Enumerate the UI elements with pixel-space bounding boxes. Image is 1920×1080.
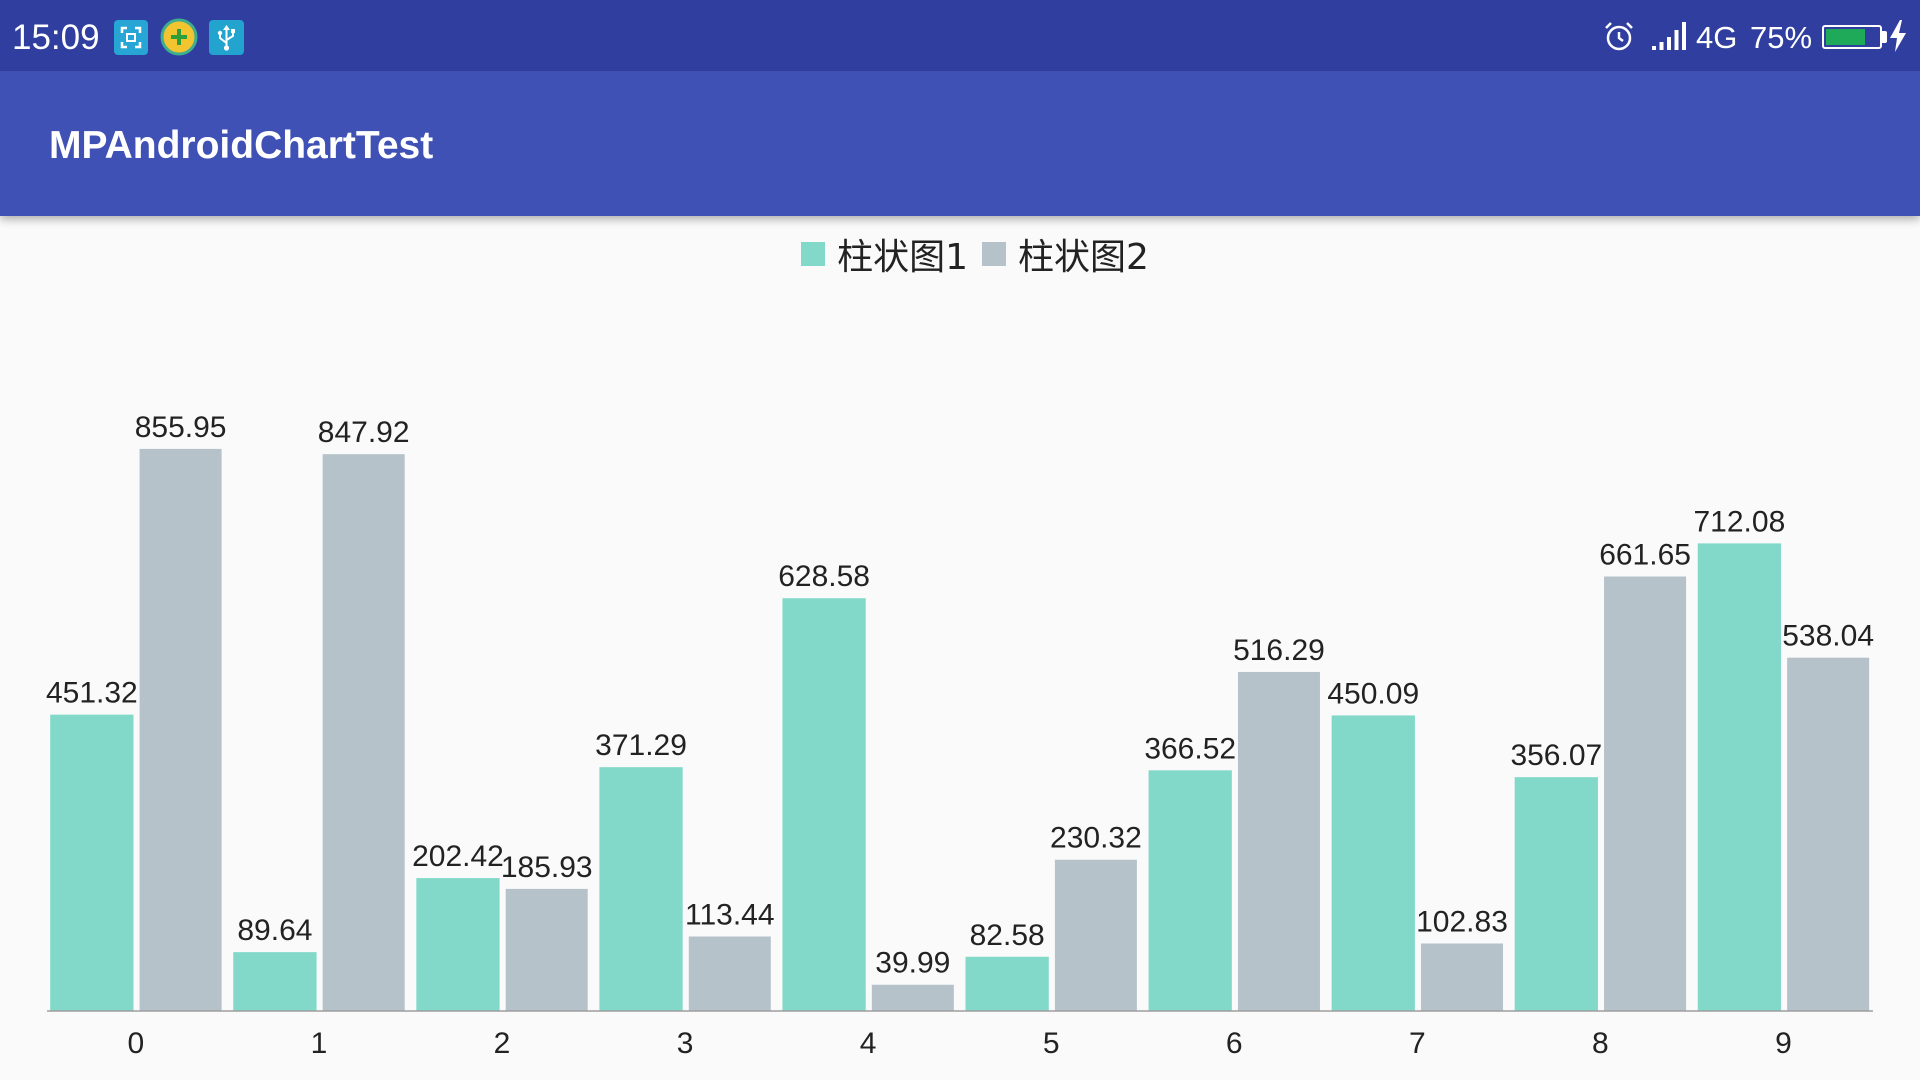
app-title: MPAndroidChartTest — [49, 124, 434, 167]
value-label-series-1-3: 371.29 — [595, 729, 687, 762]
bar-series-2-8[interactable] — [1604, 576, 1687, 1011]
x-tick-label-8: 8 — [1592, 1027, 1609, 1060]
bar-series-2-2[interactable] — [505, 888, 588, 1011]
value-label-series-1-5: 82.58 — [970, 919, 1045, 952]
bar-series-1-6[interactable] — [1148, 770, 1232, 1011]
screenshot-icon — [114, 20, 148, 60]
value-label-series-2-4: 39.99 — [875, 947, 950, 980]
x-tick-label-5: 5 — [1043, 1027, 1060, 1060]
status-time: 15:09 — [12, 18, 100, 57]
battery-fill — [1826, 29, 1865, 45]
value-label-series-2-6: 516.29 — [1233, 634, 1325, 667]
bar-series-2-6[interactable] — [1237, 671, 1320, 1011]
value-label-series-2-8: 661.65 — [1599, 538, 1691, 571]
value-label-series-1-9: 712.08 — [1694, 505, 1786, 538]
value-label-series-2-0: 855.95 — [135, 411, 227, 444]
x-tick-label-6: 6 — [1226, 1027, 1243, 1060]
value-label-series-2-7: 102.83 — [1416, 905, 1508, 938]
bar-series-2-3[interactable] — [688, 936, 771, 1011]
value-label-series-1-4: 628.58 — [778, 560, 870, 593]
bar-series-2-5[interactable] — [1054, 859, 1137, 1011]
add-circle-icon — [160, 18, 198, 61]
x-tick-label-2: 2 — [494, 1027, 511, 1060]
bar-chart[interactable]: 451.32855.95089.64847.921202.42185.93237… — [0, 216, 1920, 1080]
app-bar: MPAndroidChartTest — [0, 71, 1920, 216]
x-tick-label-4: 4 — [860, 1027, 877, 1060]
bar-series-2-0[interactable] — [139, 448, 222, 1011]
bar-series-2-4[interactable] — [871, 984, 954, 1011]
value-label-series-1-2: 202.42 — [412, 840, 504, 873]
legend-label-series-2: 柱状图2 — [1018, 237, 1149, 278]
bar-series-1-7[interactable] — [1331, 715, 1415, 1011]
legend-swatch-series-1 — [801, 242, 826, 266]
bar-series-2-9[interactable] — [1787, 657, 1870, 1011]
bar-series-1-4[interactable] — [782, 598, 866, 1011]
value-label-series-1-8: 356.07 — [1510, 739, 1602, 772]
value-label-series-1-0: 451.32 — [46, 677, 138, 710]
chart-legend: 柱状图1 柱状图2 — [0, 232, 1920, 278]
value-label-series-2-5: 230.32 — [1050, 822, 1142, 855]
value-label-series-2-9: 538.04 — [1782, 620, 1874, 653]
bar-series-2-1[interactable] — [322, 454, 405, 1012]
status-bar: 15:09 — [0, 0, 1920, 71]
legend-label-series-1: 柱状图1 — [837, 237, 968, 278]
bar-series-1-2[interactable] — [416, 878, 500, 1011]
x-tick-label-7: 7 — [1409, 1027, 1426, 1060]
bar-series-1-5[interactable] — [965, 956, 1049, 1011]
x-tick-label-9: 9 — [1775, 1027, 1792, 1060]
legend-item-series-1: 柱状图1 — [801, 228, 968, 280]
value-label-series-1-6: 366.52 — [1144, 732, 1236, 765]
value-label-series-1-1: 89.64 — [237, 914, 312, 947]
x-tick-label-1: 1 — [311, 1027, 328, 1060]
bar-series-1-3[interactable] — [599, 767, 683, 1011]
value-label-series-2-1: 847.92 — [318, 416, 410, 449]
network-type: 4G — [1696, 20, 1738, 55]
legend-swatch-series-2 — [982, 242, 1006, 266]
legend-item-series-2: 柱状图2 — [982, 228, 1149, 280]
bar-series-1-0[interactable] — [50, 714, 134, 1011]
bar-series-1-9[interactable] — [1697, 543, 1782, 1011]
usb-icon — [209, 20, 244, 60]
battery-tip — [1882, 31, 1887, 43]
signal-icon — [1652, 20, 1688, 57]
value-label-series-2-2: 185.93 — [501, 851, 593, 884]
alarm-icon — [1603, 20, 1635, 57]
x-tick-label-0: 0 — [128, 1027, 145, 1060]
battery-icon — [1822, 25, 1882, 49]
value-label-series-2-3: 113.44 — [685, 899, 775, 932]
battery-percent: 75% — [1750, 20, 1813, 55]
x-tick-label-3: 3 — [677, 1027, 694, 1060]
charging-icon — [1890, 20, 1906, 57]
bar-series-2-7[interactable] — [1421, 943, 1504, 1011]
value-label-series-1-7: 450.09 — [1327, 677, 1419, 710]
bar-series-1-1[interactable] — [233, 952, 317, 1011]
bar-series-1-8[interactable] — [1514, 777, 1598, 1011]
